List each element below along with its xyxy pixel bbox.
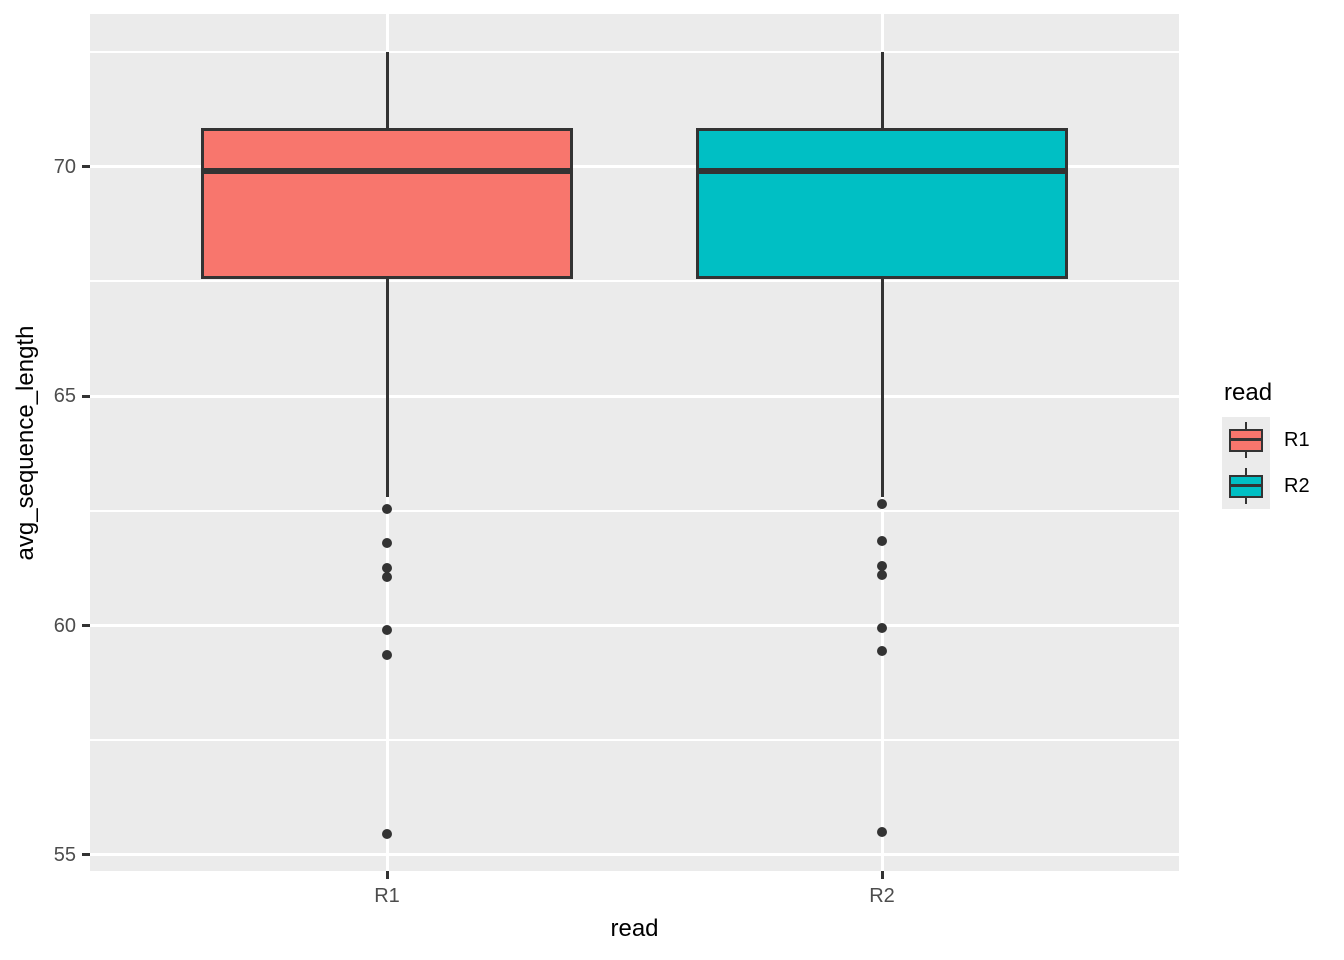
- y-tick-label: 55: [53, 843, 76, 866]
- outlier-point-r2: [877, 827, 887, 837]
- gridline-minor: [90, 739, 1179, 742]
- y-tick-label: 65: [53, 385, 76, 408]
- gridline-major: [90, 394, 1179, 398]
- outlier-point-r2: [877, 570, 887, 581]
- whisker-upper-r2: [880, 52, 884, 128]
- outlier-point-r1: [382, 650, 392, 661]
- outlier-point-r1: [382, 625, 392, 636]
- y-axis-title: avg_sequence_length: [12, 325, 39, 560]
- gridline-minor: [90, 51, 1179, 54]
- gridline-minor: [90, 509, 1179, 512]
- gridline-major: [90, 624, 1179, 628]
- legend-median-line: [1229, 438, 1263, 441]
- outlier-point-r2: [877, 560, 887, 571]
- legend-title: read: [1224, 379, 1273, 406]
- legend-key-r1: [1222, 417, 1270, 463]
- y-tick-label: 70: [53, 155, 76, 178]
- outlier-point-r1: [382, 503, 392, 514]
- outlier-point-r2: [877, 535, 887, 546]
- outlier-point-r1: [382, 829, 392, 840]
- legend-key-label: R2: [1284, 475, 1310, 497]
- y-tick-mark: [82, 853, 90, 857]
- median-r1: [201, 168, 573, 175]
- whisker-lower-r2: [880, 279, 884, 498]
- legend-key-label: R1: [1284, 429, 1310, 451]
- x-tick-mark: [880, 871, 884, 879]
- x-tick-label: R2: [869, 885, 895, 907]
- outlier-point-r2: [877, 622, 887, 633]
- plot-panel: [90, 14, 1179, 871]
- x-tick-mark: [385, 871, 389, 879]
- x-tick-label: R1: [374, 885, 400, 907]
- gridline-minor: [90, 280, 1179, 283]
- x-axis-title: read: [610, 915, 659, 942]
- legend-median-line: [1229, 484, 1263, 487]
- box-r2: [696, 127, 1068, 280]
- outlier-point-r1: [382, 572, 392, 583]
- outlier-point-r1: [382, 563, 392, 574]
- y-tick-mark: [82, 165, 90, 169]
- whisker-lower-r1: [385, 279, 389, 498]
- y-tick-mark: [82, 624, 90, 628]
- outlier-point-r1: [382, 537, 392, 548]
- legend-key-r2: [1222, 463, 1270, 509]
- y-tick-mark: [82, 394, 90, 398]
- whisker-upper-r1: [385, 52, 389, 128]
- gridline-major: [90, 165, 1179, 169]
- outlier-point-r2: [877, 498, 887, 509]
- outlier-point-r2: [877, 645, 887, 656]
- gridline-major: [90, 853, 1179, 857]
- median-r2: [696, 168, 1068, 175]
- box-r1: [201, 127, 573, 280]
- y-tick-label: 60: [53, 614, 76, 637]
